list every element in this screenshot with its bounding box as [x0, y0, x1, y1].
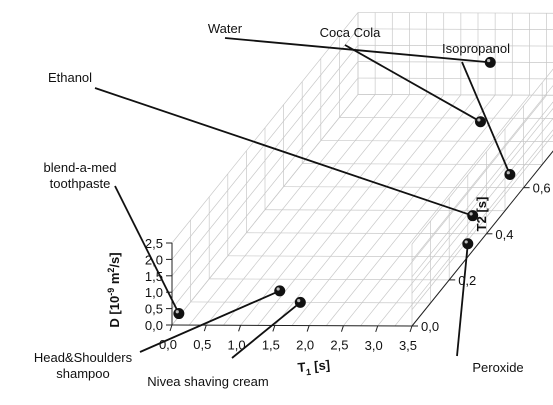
point-label-line: shampoo — [56, 366, 109, 381]
z-tick-label: 1,0 — [145, 285, 163, 300]
data-point — [504, 168, 516, 180]
point-label-line: Isopropanol — [442, 41, 510, 56]
x-axis-label: T1 [s] — [297, 357, 331, 378]
point-label-line: Peroxide — [472, 360, 523, 375]
right-wall-grid-line — [411, 134, 553, 310]
data-point-highlight — [487, 58, 491, 63]
point-label-line: blend-a-med — [44, 160, 117, 175]
x-tick-mark — [375, 325, 379, 333]
left-wall-grid-line — [171, 77, 359, 309]
data-point-highlight — [276, 287, 280, 291]
leader-line — [224, 37, 491, 64]
x-tick-label: 3,5 — [399, 338, 417, 353]
data-point — [467, 210, 479, 222]
back-wall-grid-line — [357, 44, 553, 47]
leader-line — [94, 87, 473, 217]
x-tick-mark — [340, 325, 344, 332]
point-label: blend-a-med toothpaste — [44, 160, 117, 191]
data-point — [484, 56, 496, 68]
y-tick-label: 0,4 — [495, 227, 513, 242]
leader-line — [231, 301, 301, 359]
z-tick-label: 0,0 — [145, 318, 163, 333]
y-axis-line — [411, 150, 553, 327]
floor-grid-line — [190, 301, 431, 304]
point-label: Isopropanol — [442, 41, 510, 56]
x-tick-label: 2,5 — [330, 338, 348, 353]
data-point — [274, 285, 286, 297]
floor-grid-line — [339, 117, 553, 119]
back-wall-grid-line — [357, 28, 553, 31]
point-label-line: Water — [208, 21, 243, 36]
floor-grid-line — [209, 278, 450, 281]
z-axis-label: D [10-9 m2/s] — [106, 252, 122, 327]
point-label: Peroxide — [472, 360, 523, 375]
floor-grid-line — [320, 140, 553, 142]
point-label-line: toothpaste — [50, 176, 111, 191]
x-tick-mark — [203, 324, 207, 332]
point-labels: Water Coca Cola Isopropanol Ethanol blend-a-… — [34, 21, 524, 389]
point-label: Head&Shoulders shampoo — [34, 350, 133, 381]
right-wall-grid-line — [411, 85, 553, 261]
tick-labels: 0,00,51,01,52,02,53,03,50,00,20,40,60,81… — [145, 181, 551, 353]
leader-line — [456, 243, 469, 357]
y-tick-label: 0,2 — [458, 273, 476, 288]
floor-grid-line — [227, 255, 468, 258]
back-wall-grid-line — [357, 12, 553, 14]
left-wall-grid-line — [171, 12, 359, 244]
back-wall-grid-line — [357, 77, 553, 80]
point-label-line: Ethanol — [48, 70, 92, 85]
leader-line — [139, 290, 281, 353]
x-tick-mark — [169, 324, 173, 332]
axis-labels: T1 [s] T2 [s] D [10-9 m2/s] — [106, 197, 489, 378]
data-point-highlight — [175, 310, 179, 314]
y-axis-label: T2 [s] — [474, 197, 489, 232]
data-point — [173, 308, 185, 320]
leader-line — [344, 44, 481, 123]
point-label-line: Coca Cola — [320, 25, 381, 40]
y-tick-label: 0,6 — [533, 181, 551, 196]
x-tick-label: 0,5 — [193, 337, 211, 352]
back-wall-grid-line — [357, 94, 553, 96]
z-tick-label: 0,5 — [145, 302, 163, 317]
left-wall-grid-line — [171, 94, 359, 326]
axes-frame — [171, 150, 553, 327]
point-label: Coca Cola — [320, 25, 381, 40]
left-wall-grid-line — [171, 28, 359, 260]
leader-line — [114, 185, 180, 314]
data-point-highlight — [469, 212, 473, 216]
point-label: Nivea shaving cream — [147, 374, 268, 389]
leader-lines — [94, 37, 511, 359]
y-tick-label: 0,0 — [421, 319, 439, 334]
z-tick-label: 2,5 — [145, 236, 163, 251]
left-wall-grid-line — [171, 61, 359, 293]
grid-layer — [171, 12, 553, 327]
data-point — [294, 296, 306, 308]
back-wall-grid-line — [357, 61, 553, 63]
leader-line — [461, 61, 511, 175]
data-point-highlight — [506, 171, 510, 175]
x-tick-mark — [409, 325, 413, 333]
data-point-highlight — [297, 299, 301, 303]
x-tick-mark — [272, 325, 276, 332]
x-tick-label: 1,5 — [262, 337, 280, 352]
data-point-highlight — [477, 118, 481, 122]
x-axis-line — [171, 324, 413, 327]
point-label: Ethanol — [48, 70, 92, 85]
x-tick-label: 1,0 — [228, 337, 246, 352]
data-point — [474, 116, 486, 128]
x-tick-label: 3,0 — [365, 338, 383, 353]
point-label-line: Nivea shaving cream — [147, 374, 268, 389]
x-tick-mark — [238, 325, 242, 332]
data-point-highlight — [464, 240, 468, 244]
point-label: Water — [208, 21, 243, 36]
data-point — [462, 238, 474, 250]
right-wall-grid-line — [411, 117, 553, 294]
x-tick-mark — [306, 325, 310, 332]
point-label-line: Head&Shoulders — [34, 350, 133, 365]
data-points — [173, 56, 516, 320]
x-tick-label: 2,0 — [296, 338, 314, 353]
left-wall-grid-line — [171, 45, 359, 277]
